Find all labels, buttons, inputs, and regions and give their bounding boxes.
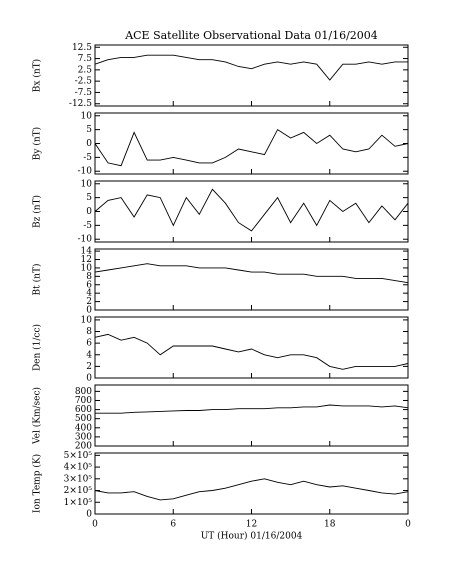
y-axis-label: By (nT) xyxy=(32,127,43,160)
panel-frame xyxy=(94,248,409,311)
y-axis-label: Bx (nT) xyxy=(32,59,43,92)
panel-frame xyxy=(94,452,409,515)
y-tick-label: 5 xyxy=(86,193,92,203)
y-tick-label: -12.5 xyxy=(69,99,92,109)
y-tick-label: 6 xyxy=(86,339,92,349)
y-axis-label: Bt (nT) xyxy=(32,264,43,296)
y-tick-label: 4 xyxy=(86,350,92,360)
y-axis-label: Vel (Km/sec) xyxy=(32,387,43,445)
x-axis-label: UT (Hour) 01/16/2004 xyxy=(201,531,303,542)
y-tick-label: 0 xyxy=(86,306,92,316)
y-tick-label: 10 xyxy=(81,263,93,273)
y-tick-label: -2.5 xyxy=(75,77,93,87)
x-tick-label: 18 xyxy=(324,520,336,530)
data-line xyxy=(94,333,409,370)
y-axis-label: Bz (nT) xyxy=(32,195,43,228)
y-tick-label: 0 xyxy=(86,374,92,384)
y-tick-label: 500 xyxy=(75,414,92,424)
y-tick-label: 2 xyxy=(86,297,92,307)
y-tick-label: 600 xyxy=(75,405,92,415)
y-tick-label: 14 xyxy=(81,247,93,257)
y-tick-label: 300 xyxy=(75,432,92,442)
y-axis-label: Den (1/cc) xyxy=(32,324,43,371)
y-tick-label: -10 xyxy=(78,235,93,245)
y-tick-label: 2 xyxy=(86,362,92,372)
data-line xyxy=(94,478,409,501)
y-tick-label: 5×10⁵ xyxy=(64,451,93,461)
y-tick-label: 1×10⁵ xyxy=(64,498,93,508)
y-tick-label: -5 xyxy=(83,221,92,231)
panel-frame xyxy=(94,44,409,107)
x-tick-label: 0 xyxy=(92,520,98,530)
y-tick-label: 12.5 xyxy=(72,43,92,53)
x-tick-label: 0 xyxy=(405,520,411,530)
y-tick-label: 0 xyxy=(86,510,92,520)
y-tick-label: -5 xyxy=(83,153,92,163)
chart-title: ACE Satellite Observational Data 01/16/2… xyxy=(124,29,378,42)
y-tick-label: 12 xyxy=(81,255,92,265)
data-line xyxy=(95,404,409,414)
y-tick-label: 7.5 xyxy=(78,54,93,64)
data-line xyxy=(94,263,409,284)
data-line xyxy=(94,188,409,232)
y-tick-label: 5 xyxy=(86,125,92,135)
y-tick-label: 200 xyxy=(75,442,92,452)
y-tick-label: -10 xyxy=(78,167,93,177)
panel-frame xyxy=(94,112,409,175)
y-tick-label: 8 xyxy=(86,272,92,282)
y-axis-label: Ion Temp (K) xyxy=(32,454,43,513)
y-tick-label: 8 xyxy=(86,327,92,337)
y-tick-label: 700 xyxy=(75,396,92,406)
y-tick-label: 0 xyxy=(86,139,92,149)
x-tick-label: 6 xyxy=(170,520,176,530)
y-tick-label: 4 xyxy=(86,289,92,299)
y-tick-label: 0 xyxy=(86,207,92,217)
y-tick-label: -7.5 xyxy=(75,88,93,98)
y-tick-label: 10 xyxy=(81,111,93,121)
panel-frame xyxy=(94,384,409,447)
y-tick-label: 400 xyxy=(75,423,92,433)
data-line xyxy=(94,128,409,167)
y-tick-label: 3×10⁵ xyxy=(64,474,93,484)
panel-frame xyxy=(94,316,409,379)
x-tick-label: 12 xyxy=(246,520,257,530)
y-tick-label: 4×10⁵ xyxy=(64,463,93,473)
data-line xyxy=(94,54,408,81)
y-tick-label: 800 xyxy=(75,387,92,397)
y-tick-label: 6 xyxy=(86,280,92,290)
y-tick-label: 10 xyxy=(81,179,93,189)
y-tick-label: 2.5 xyxy=(78,65,93,75)
y-tick-label: 10 xyxy=(81,315,93,325)
y-tick-label: 2×10⁵ xyxy=(64,486,93,496)
